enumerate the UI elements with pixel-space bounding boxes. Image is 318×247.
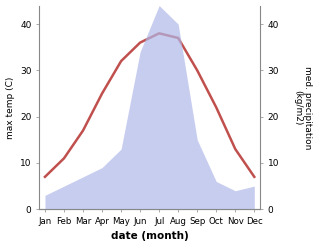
- X-axis label: date (month): date (month): [111, 231, 189, 242]
- Y-axis label: max temp (C): max temp (C): [5, 76, 15, 139]
- Y-axis label: med. precipitation
(kg/m2): med. precipitation (kg/m2): [293, 66, 313, 149]
